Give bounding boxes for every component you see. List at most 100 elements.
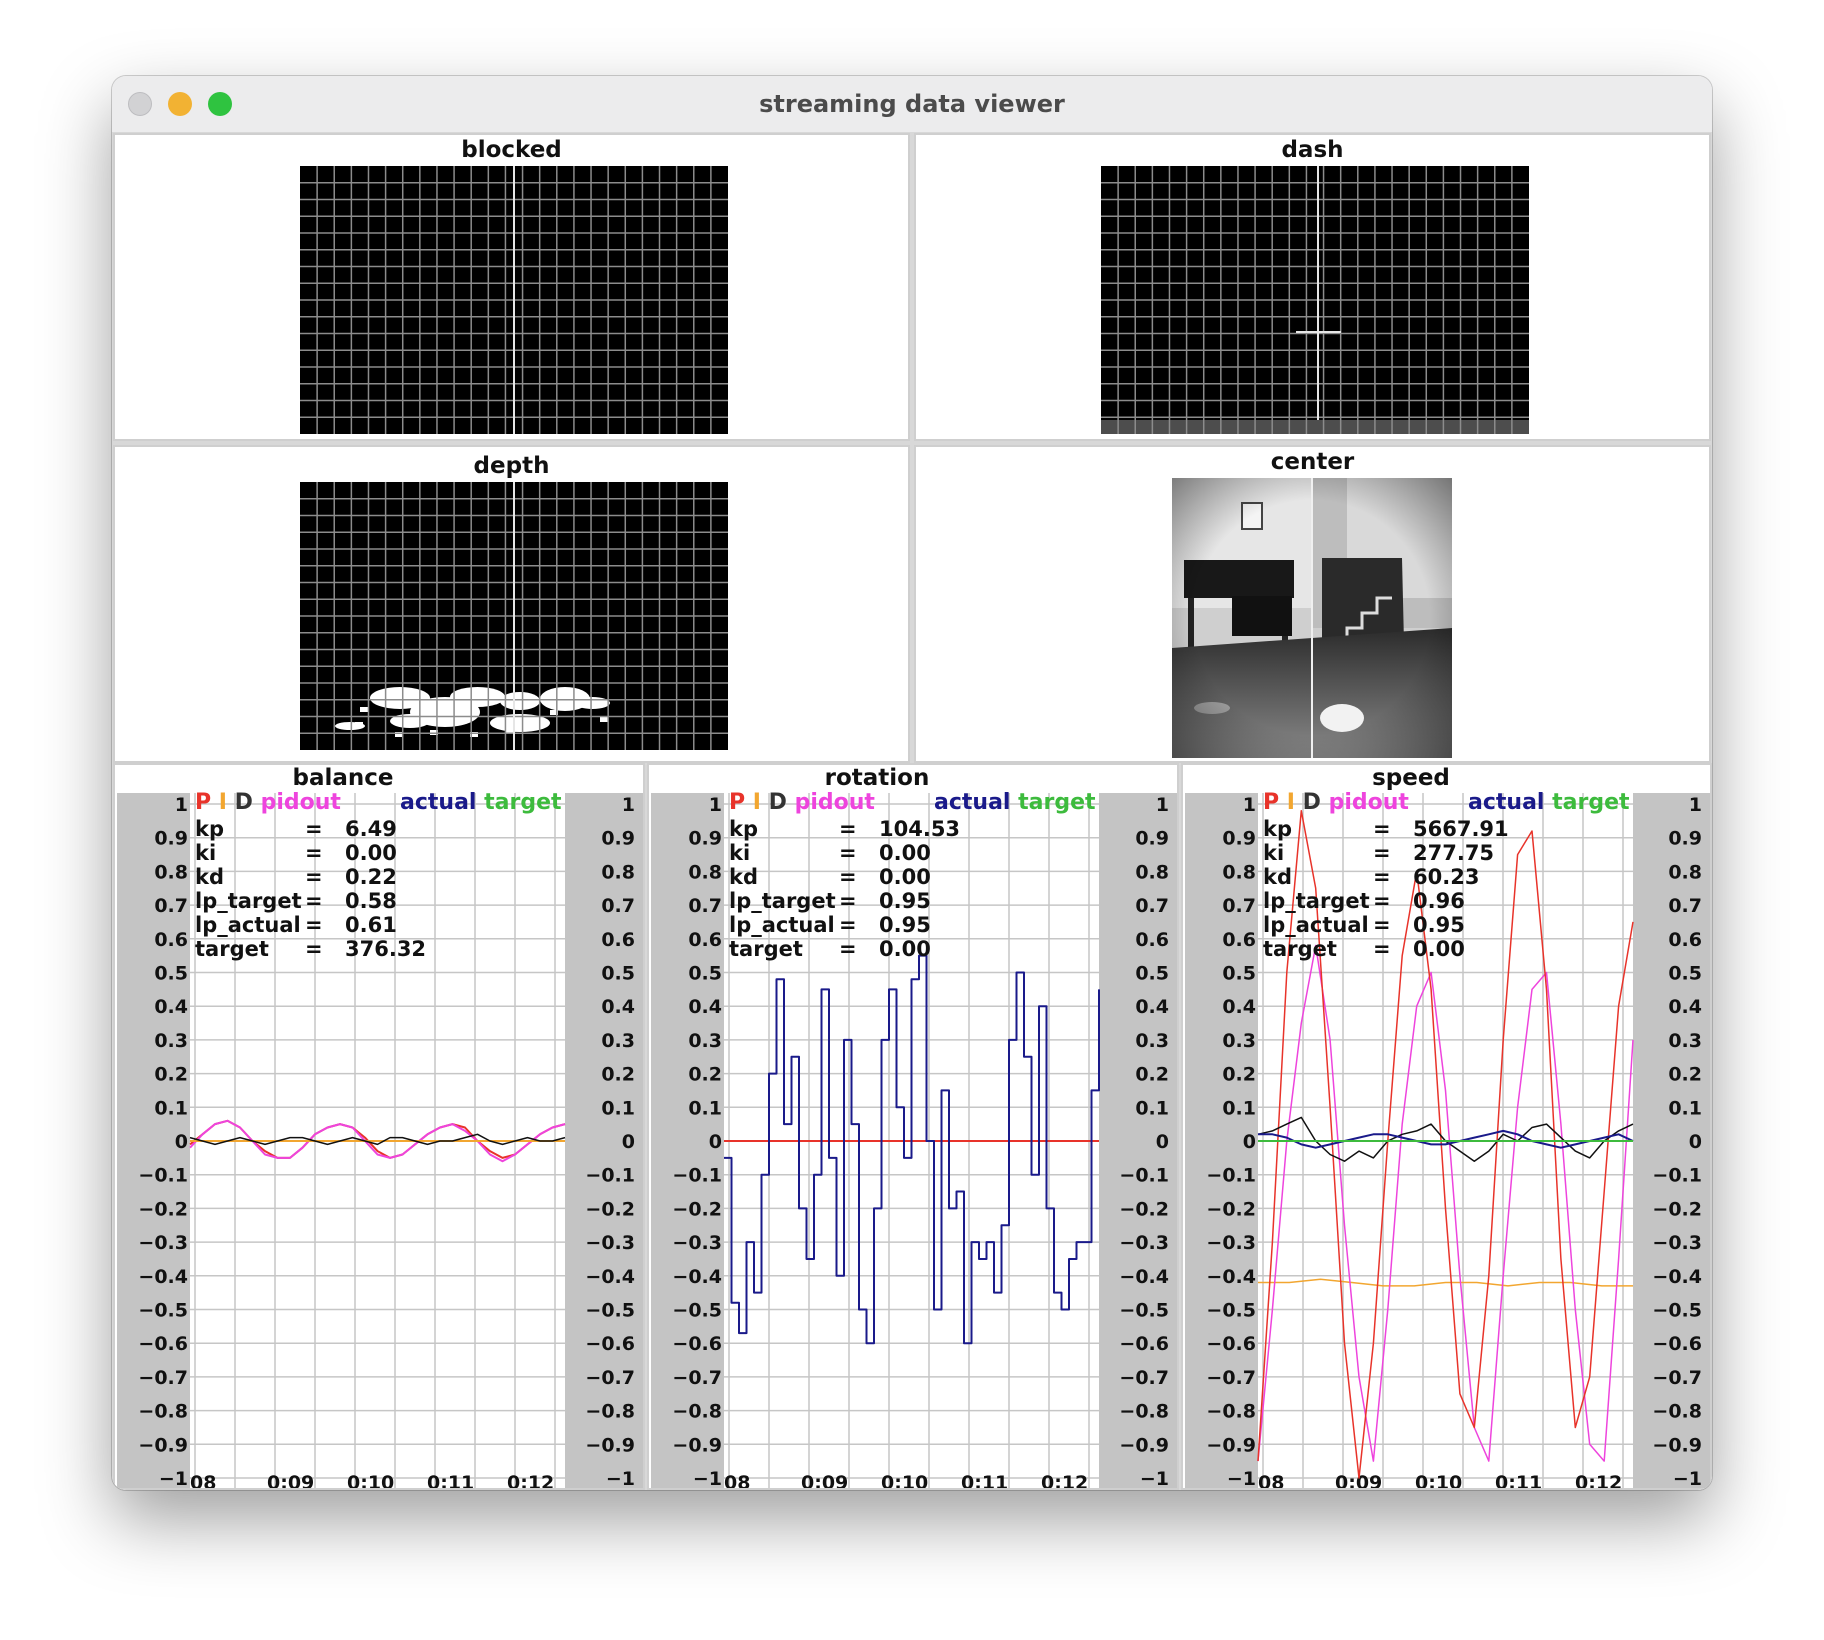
y-tick-label: −0.1 [138, 1165, 188, 1187]
param-value: 0.58 [345, 889, 397, 913]
y-tick-label: 0.9 [154, 828, 188, 850]
series-d-line [189, 1133, 566, 1146]
param-equals: = [839, 841, 857, 865]
series-pidout-line [1257, 944, 1634, 1462]
y-tick-label-right: −0.4 [1652, 1266, 1702, 1288]
minimize-button[interactable] [168, 92, 192, 116]
app-window: streaming data viewer blocked dash depth… [112, 76, 1712, 1490]
y-tick-label-right: 0 [622, 1131, 635, 1153]
legend-pidout: pidout [261, 790, 342, 815]
y-tick-label-right: 0.9 [1135, 828, 1169, 850]
y-tick-label: −0.1 [672, 1165, 722, 1187]
y-tick-label-right: −0.6 [1119, 1333, 1169, 1355]
y-tick-label: 0.8 [1222, 861, 1256, 883]
param-equals: = [1373, 937, 1391, 961]
param-value: 277.75 [1413, 841, 1494, 865]
y-tick-label: −0.5 [1206, 1300, 1256, 1322]
camera-image [1172, 478, 1452, 758]
y-tick-label-right: 1 [622, 794, 635, 816]
legend-i: I [753, 790, 769, 815]
y-tick-label-right: 0.6 [601, 929, 635, 951]
y-tick-label: −0.9 [672, 1434, 722, 1456]
y-tick-label-right: 0.2 [1135, 1064, 1169, 1086]
center-view: center [914, 445, 1711, 763]
y-tick-label-right: 0 [1156, 1131, 1169, 1153]
y-tick-label: 0 [175, 1131, 188, 1153]
param-name: kd [1263, 865, 1292, 889]
x-tick-label: 0:11 [1495, 1472, 1542, 1490]
y-tick-label-right: −0.9 [585, 1434, 635, 1456]
y-tick-label: 0.7 [154, 895, 188, 917]
y-tick-label: 0.5 [154, 963, 188, 985]
param-value: 0.00 [1413, 937, 1465, 961]
blocked-view: blocked [113, 133, 910, 441]
y-tick-label-right: −0.5 [1652, 1300, 1702, 1322]
y-tick-label-right: −0.8 [1652, 1401, 1702, 1423]
y-tick-label-right: −0.4 [1119, 1266, 1169, 1288]
y-tick-label: 0.5 [1222, 963, 1256, 985]
param-name: ki [1263, 841, 1284, 865]
y-tick-label: −1 [1227, 1468, 1256, 1490]
y-tick-label: −0.6 [1206, 1333, 1256, 1355]
close-button[interactable] [128, 92, 152, 116]
y-tick-label: 0 [1243, 1131, 1256, 1153]
legend-actual: actual [934, 790, 1018, 815]
param-name: target [1263, 937, 1337, 961]
param-value: 0.00 [345, 841, 397, 865]
zoom-button[interactable] [208, 92, 232, 116]
param-value: 0.95 [879, 889, 931, 913]
param-equals: = [1373, 913, 1391, 937]
legend-d: D [235, 790, 261, 815]
x-tick-label: 0:10 [1415, 1472, 1462, 1490]
y-tick-label: 0.4 [1222, 996, 1256, 1018]
y-tick-label-right: 0.7 [601, 895, 635, 917]
y-tick-label: 0.1 [1222, 1097, 1256, 1119]
chart-legend: P I D pidout actual target [195, 790, 562, 815]
y-tick-label-right: 0.4 [1135, 996, 1169, 1018]
y-tick-label-right: −0.6 [585, 1333, 635, 1355]
y-tick-label: 1 [1243, 794, 1256, 816]
y-tick-label: 0.8 [688, 861, 722, 883]
dash-view-title: dash [1281, 137, 1344, 163]
y-tick-label-right: 0.2 [1668, 1064, 1702, 1086]
param-equals: = [839, 937, 857, 961]
y-tick-label-right: −0.2 [1652, 1198, 1702, 1220]
y-tick-label: −0.3 [138, 1232, 188, 1254]
y-tick-label: −0.2 [1206, 1198, 1256, 1220]
y-tick-label-right: 1 [1689, 794, 1702, 816]
rotation-title: rotation [824, 765, 930, 791]
x-tick-label: 0:12 [507, 1472, 554, 1490]
y-tick-label-right: −0.2 [585, 1198, 635, 1220]
x-tick-label: 0:12 [1575, 1472, 1622, 1490]
param-name: kp [195, 817, 224, 841]
param-name: kd [729, 865, 758, 889]
y-tick-label: 0.8 [154, 861, 188, 883]
y-tick-label: −0.3 [1206, 1232, 1256, 1254]
series-i-line [1258, 1278, 1633, 1287]
window-title: streaming data viewer [759, 90, 1065, 118]
y-tick-label-right: 0.9 [601, 828, 635, 850]
y-tick-label: −0.7 [672, 1367, 722, 1389]
y-tick-label: −0.9 [1206, 1434, 1256, 1456]
param-value: 0.00 [879, 841, 931, 865]
legend-target: target [1018, 790, 1096, 815]
y-tick-label: 0.1 [688, 1097, 722, 1119]
param-equals: = [1373, 817, 1391, 841]
y-tick-label-right: −0.9 [1119, 1434, 1169, 1456]
param-value: 6.49 [345, 817, 397, 841]
y-tick-label-right: −0.4 [585, 1266, 635, 1288]
y-tick-label-right: 0 [1689, 1131, 1702, 1153]
y-tick-label-right: 0.8 [1135, 861, 1169, 883]
y-tick-label-right: 0.1 [1668, 1097, 1702, 1119]
center-view-title: center [1270, 449, 1355, 475]
y-tick-label-right: −1 [1140, 1468, 1169, 1490]
legend-target: target [484, 790, 562, 815]
y-tick-label: −0.9 [138, 1434, 188, 1456]
speed-panel: speed 1 1 0.9 0.9 0.8 0.8 0.7 0.7 0.6 0.6 0.5 0.5 0.… [1181, 763, 1712, 1490]
y-tick-label: 0.3 [688, 1030, 722, 1052]
param-equals: = [305, 937, 323, 961]
param-value: 60.23 [1413, 865, 1479, 889]
param-equals: = [1373, 841, 1391, 865]
y-tick-label-right: −0.7 [1652, 1367, 1702, 1389]
dash-image [1101, 166, 1529, 434]
